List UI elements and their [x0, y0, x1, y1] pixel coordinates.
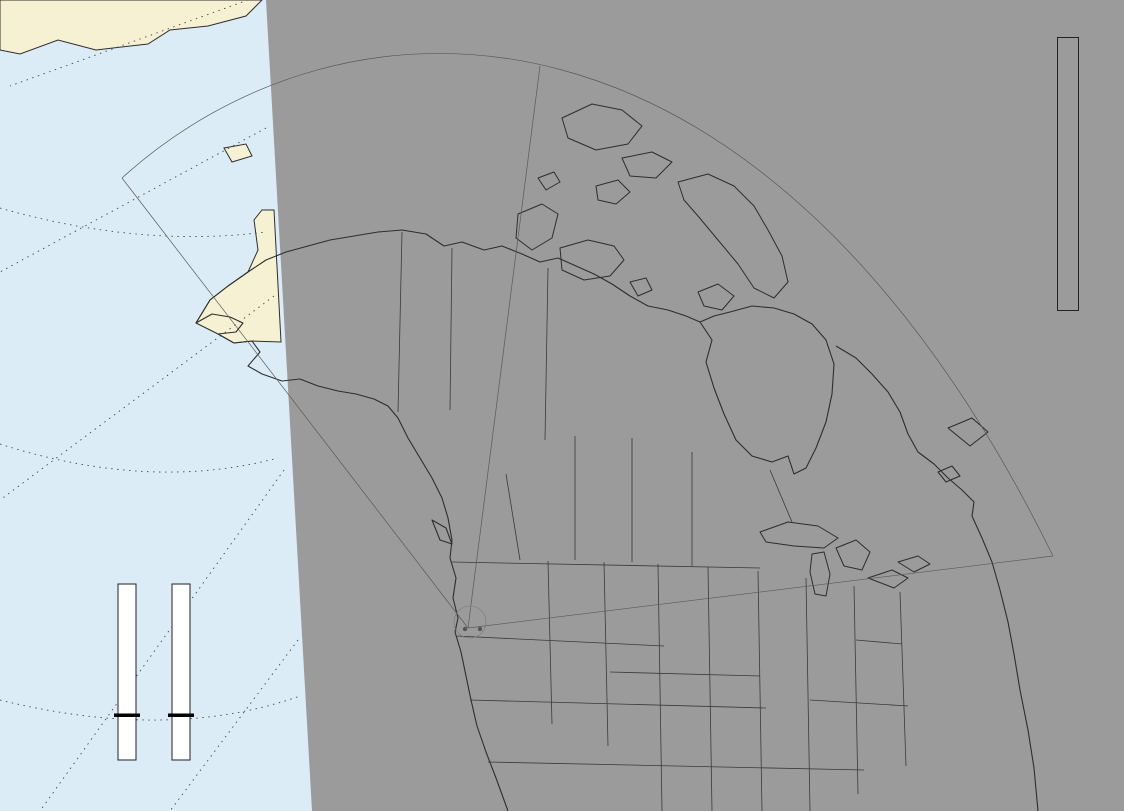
coast-east: [835, 345, 1039, 811]
freq-scale-bar-cve: [171, 583, 191, 761]
frequency-legend: [114, 583, 194, 761]
state-province-borders: [397, 231, 909, 811]
hudson-bay: [699, 305, 835, 475]
coastlines: [195, 229, 1039, 811]
freq-scale-bar-cvw: [117, 583, 137, 761]
freq-marker-cve: [168, 713, 194, 717]
graticule-lines: [0, 0, 301, 811]
arctic-islands: [515, 103, 789, 311]
velocity-legend: [995, 4, 1124, 338]
velocity-colorbar: [1057, 37, 1079, 311]
coast-west: [195, 313, 509, 811]
vancouver-island: [431, 519, 453, 545]
nova-scotia: [937, 465, 961, 483]
radar-site-dots: [462, 626, 483, 632]
radar-fov-lines: [121, 53, 1054, 639]
newfoundland: [947, 417, 989, 447]
night-shadow-region: [266, 0, 1124, 811]
coast-arctic: [195, 229, 701, 324]
great-lakes: [759, 521, 931, 597]
daylit-island: [223, 143, 253, 163]
daylit-land-siberia-strip: [0, 0, 263, 55]
freq-marker-cvw: [114, 713, 140, 717]
